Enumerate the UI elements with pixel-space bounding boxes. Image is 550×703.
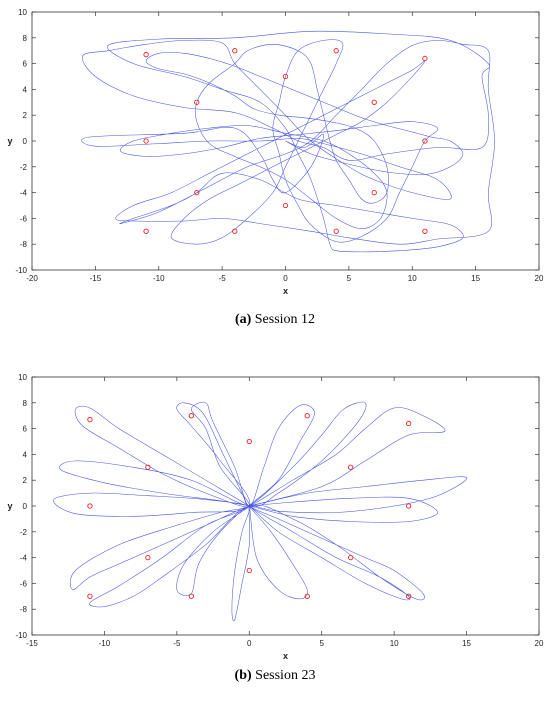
target-marker	[145, 554, 151, 561]
target-marker	[371, 189, 377, 196]
caption-a: (a) Session 12	[0, 312, 550, 328]
y-tick-label: 4	[23, 450, 28, 459]
x-tick-label: 15	[471, 274, 480, 283]
chart-panel-session-23: -15 -10 -5 0 5 10 15 20 -10 -8 -6 -4 -2 0 2 4 6 8 10 x y (b)…	[0, 360, 550, 703]
x-tick-label: 0	[247, 639, 252, 648]
target-marker	[246, 438, 252, 445]
target-marker	[194, 99, 200, 105]
x-tick-label: 5	[319, 639, 324, 648]
target-marker	[143, 138, 149, 144]
target-marker	[371, 99, 377, 105]
caption-a-text: Session 12	[254, 312, 316, 327]
y-tick-label: 10	[18, 373, 27, 382]
x-axis-title: x	[283, 286, 288, 296]
y-tick-label: -4	[20, 554, 28, 563]
target-marker	[405, 420, 412, 427]
x-tick-label: 15	[462, 639, 471, 648]
target-marker	[246, 567, 252, 574]
plot-frame	[31, 376, 540, 636]
target-marker	[422, 228, 428, 234]
x-tick-label: -15	[26, 639, 38, 648]
target-marker	[405, 503, 412, 509]
x-tick-label: 10	[390, 639, 399, 648]
x-tick-label: 20	[535, 274, 544, 283]
y-tick-label: 6	[23, 60, 28, 69]
x-tick-label: 5	[347, 274, 352, 283]
x-tick-label: -5	[219, 274, 227, 283]
x-tick-label: -5	[173, 639, 181, 648]
y-tick-label: 2	[23, 476, 28, 485]
y-tick-label: -6	[20, 214, 28, 223]
target-marker	[194, 189, 200, 196]
y-tick-label: 8	[23, 399, 28, 408]
x-axis-title: x	[283, 651, 288, 661]
y-tick-label: -2	[20, 163, 28, 172]
target-marker	[304, 413, 310, 419]
target-marker	[333, 48, 339, 54]
target-marker	[87, 503, 93, 509]
y-tick-label: 10	[18, 8, 27, 17]
caption-a-letter: (a)	[234, 312, 252, 327]
target-marker	[145, 464, 151, 470]
target-marker	[333, 228, 339, 234]
trajectory-line	[81, 30, 495, 253]
y-axis-title: y	[7, 501, 12, 511]
y-tick-label: 0	[23, 137, 28, 146]
y-tick-label: -2	[20, 528, 28, 537]
x-tick-label: -15	[90, 274, 102, 283]
x-tick-label: 10	[408, 274, 417, 283]
target-marker	[405, 593, 412, 599]
target-marker	[188, 593, 194, 599]
target-marker	[232, 48, 238, 54]
x-tick-label: -20	[26, 274, 38, 283]
y-tick-label: 6	[23, 425, 28, 434]
target-marker	[304, 593, 310, 599]
y-tick-label: -10	[15, 631, 27, 640]
target-marker	[232, 228, 238, 234]
target-marker	[422, 138, 428, 144]
y-tick-label: 0	[23, 502, 28, 511]
x-tick-label: 0	[283, 274, 288, 283]
trajectory-line	[53, 401, 467, 622]
y-tick-label: 2	[23, 111, 28, 120]
y-tick-label: -10	[15, 266, 27, 275]
y-tick-label: -6	[20, 579, 28, 588]
y-tick-label: -8	[20, 605, 28, 614]
target-marker	[348, 554, 354, 561]
y-axis-title: y	[7, 136, 12, 146]
caption-b-text: Session 23	[255, 668, 316, 683]
target-marker	[87, 593, 93, 599]
x-tick-label: 20	[535, 639, 544, 648]
y-tick-label: -8	[20, 240, 28, 249]
x-tick-label: -10	[99, 639, 111, 648]
caption-b: (b) Session 23	[0, 668, 550, 684]
y-tick-label: 4	[23, 85, 28, 94]
target-marker	[282, 202, 289, 209]
x-tick-label: -10	[153, 274, 165, 283]
target-marker	[143, 228, 149, 234]
y-tick-label: -4	[20, 189, 28, 198]
chart-panel-session-12: -20 -15 -10 -5 0 5 10 15 20 -10 -8 -6 -4 -2 0 2 4 6 8 10 x y …	[0, 0, 550, 350]
caption-b-letter: (b)	[234, 668, 252, 683]
y-tick-label: 8	[23, 34, 28, 43]
target-marker	[87, 416, 93, 423]
target-marker	[188, 413, 194, 419]
target-marker	[143, 51, 149, 58]
target-marker	[282, 73, 289, 80]
target-marker	[422, 55, 428, 62]
target-marker	[348, 464, 354, 470]
